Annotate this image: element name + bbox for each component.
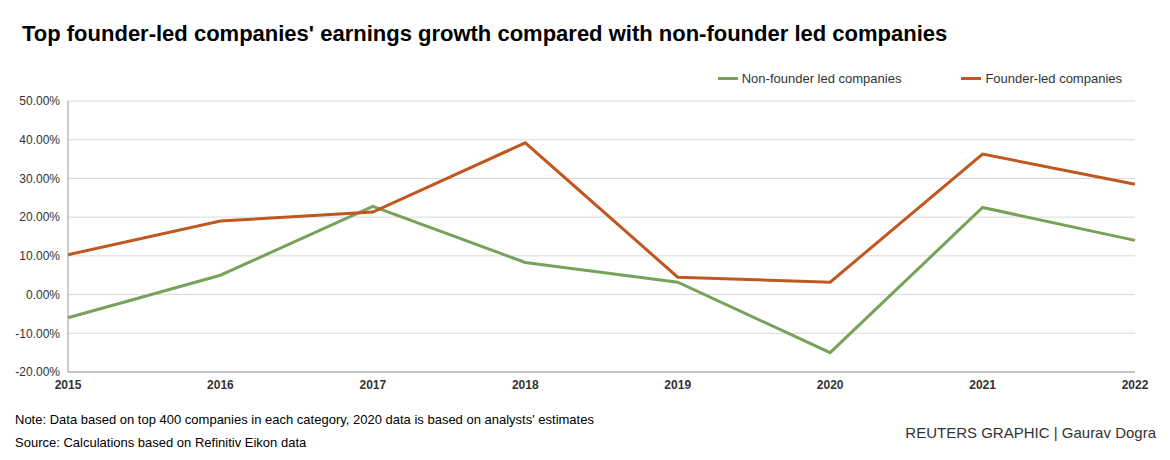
svg-text:0.00%: 0.00% [26, 288, 60, 302]
svg-text:2016: 2016 [207, 378, 234, 392]
svg-text:40.00%: 40.00% [19, 133, 60, 147]
svg-text:2017: 2017 [360, 378, 387, 392]
svg-text:2015: 2015 [55, 378, 82, 392]
html-text:Non-founder led companies: Non-founder led companies [741, 71, 902, 86]
svg-text:2019: 2019 [664, 378, 691, 392]
html-text:Founder-led companies: Founder-led companies [985, 71, 1122, 86]
svg-text:30.00%: 30.00% [19, 172, 60, 186]
html-text:REUTERS GRAPHIC | Gaurav Dogra: REUTERS GRAPHIC | Gaurav Dogra [905, 424, 1156, 441]
svg-text:2020: 2020 [817, 378, 844, 392]
svg-text:2018: 2018 [512, 378, 539, 392]
svg-text:50.00%: 50.00% [19, 94, 60, 108]
svg-text:10.00%: 10.00% [19, 249, 60, 263]
svg-text:2022: 2022 [1122, 378, 1149, 392]
svg-text:2021: 2021 [969, 378, 996, 392]
svg-text:20.00%: 20.00% [19, 210, 60, 224]
svg-text:-20.00%: -20.00% [15, 365, 60, 379]
html-text:Source: Calculations based on: Source: Calculations based on Refinitiv … [15, 435, 307, 450]
html-text:Note: Data based on top 400 co: Note: Data based on top 400 companies in… [15, 412, 594, 427]
svg-text:-10.00%: -10.00% [15, 327, 60, 341]
html-text:Top founder-led companies' ear: Top founder-led companies' earnings grow… [22, 21, 948, 46]
